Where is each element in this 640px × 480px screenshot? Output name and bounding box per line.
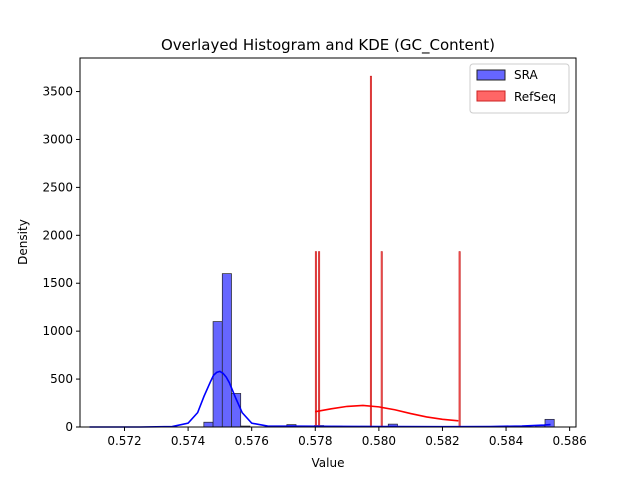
x-tick-label: 0.576 bbox=[235, 434, 269, 448]
x-tick-label: 0.574 bbox=[171, 434, 205, 448]
chart-title: Overlayed Histogram and KDE (GC_Content) bbox=[161, 36, 495, 55]
y-tick-label: 1000 bbox=[42, 324, 73, 338]
plot-frame bbox=[79, 57, 577, 428]
y-tick-label: 1500 bbox=[42, 276, 73, 290]
bar-refseq-4 bbox=[458, 251, 461, 428]
bar-sra-2 bbox=[221, 273, 232, 428]
bar-refseq-2 bbox=[369, 75, 372, 428]
bar-sra-13 bbox=[544, 418, 555, 428]
kde-line-refseq bbox=[315, 404, 459, 422]
legend-swatch-sra bbox=[476, 69, 506, 81]
y-tick-label: 3000 bbox=[42, 132, 73, 146]
legend-label-refseq: RefSeq bbox=[514, 90, 556, 104]
x-axis: 0.572 0.574 0.576 0.578 0.580 0.582 0.584 0.586 bbox=[107, 427, 587, 448]
bars-layer bbox=[203, 75, 555, 428]
bar-refseq-0 bbox=[314, 251, 317, 428]
bar-sra-0 bbox=[203, 421, 214, 428]
x-tick-label: 0.580 bbox=[362, 434, 396, 448]
y-tick-label: 2500 bbox=[42, 180, 73, 194]
x-tick-label: 0.578 bbox=[298, 434, 332, 448]
x-tick-label: 0.582 bbox=[425, 434, 459, 448]
y-tick-label: 2000 bbox=[42, 228, 73, 242]
y-axis-label: Density bbox=[16, 219, 30, 265]
legend-swatch-refseq bbox=[476, 90, 506, 102]
y-axis: 0 500 1000 1500 2000 2500 3000 3500 bbox=[42, 85, 80, 434]
x-axis-label: Value bbox=[312, 456, 345, 470]
y-tick-label: 0 bbox=[65, 420, 73, 434]
x-tick-label: 0.572 bbox=[107, 434, 141, 448]
bar-refseq-3 bbox=[380, 251, 383, 428]
legend: SRA RefSeq bbox=[469, 63, 570, 114]
x-tick-label: 0.584 bbox=[489, 434, 523, 448]
y-tick-label: 500 bbox=[50, 372, 73, 386]
legend-label-sra: SRA bbox=[514, 68, 538, 82]
bar-refseq-1 bbox=[318, 251, 321, 428]
x-tick-label: 0.586 bbox=[552, 434, 586, 448]
y-tick-label: 3500 bbox=[42, 85, 73, 99]
